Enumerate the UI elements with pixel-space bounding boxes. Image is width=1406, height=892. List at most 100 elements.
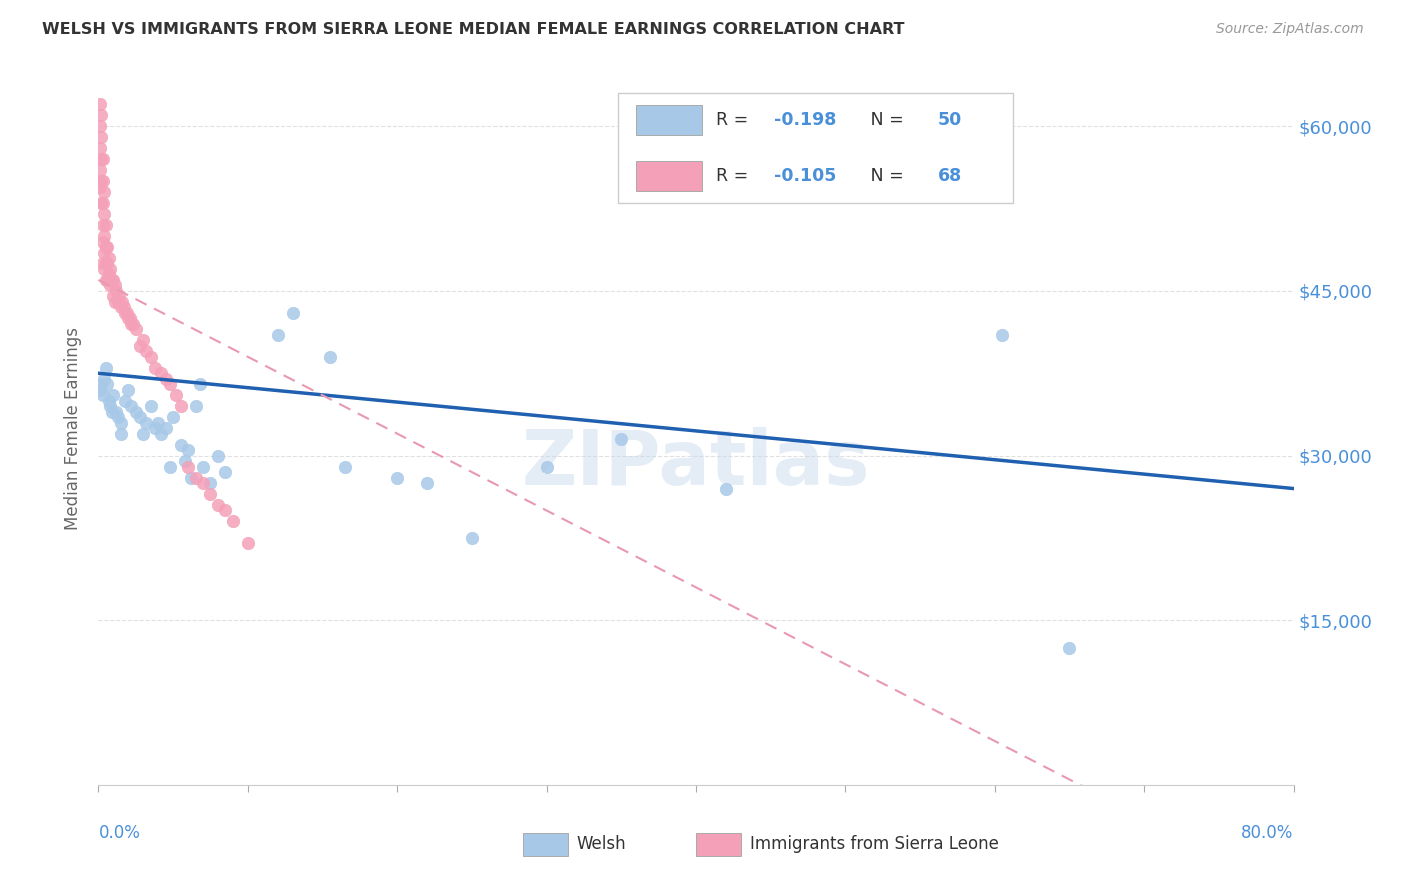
- Point: [118, 311, 141, 326]
- Point: [110, 301, 132, 315]
- Point: [416, 476, 439, 491]
- Point: [125, 405, 148, 419]
- Point: [89, 383, 111, 397]
- Text: 0.0%: 0.0%: [98, 824, 141, 842]
- Point: [191, 459, 214, 474]
- Point: [129, 410, 152, 425]
- Point: [159, 377, 181, 392]
- Point: [101, 405, 124, 419]
- Point: [90, 108, 112, 122]
- Point: [991, 327, 1014, 342]
- Y-axis label: Median Female Earnings: Median Female Earnings: [65, 326, 83, 530]
- Point: [165, 388, 187, 402]
- Point: [150, 426, 173, 441]
- Point: [281, 306, 304, 320]
- Point: [112, 301, 135, 315]
- Point: [120, 399, 142, 413]
- Point: [94, 218, 117, 232]
- Point: [155, 421, 177, 435]
- Text: N =: N =: [853, 167, 908, 185]
- Text: 80.0%: 80.0%: [1241, 824, 1294, 842]
- Point: [93, 229, 115, 244]
- Point: [98, 262, 122, 277]
- Point: [1059, 640, 1081, 655]
- Point: [150, 366, 173, 380]
- Point: [89, 179, 111, 194]
- Point: [207, 498, 229, 512]
- Point: [89, 141, 111, 155]
- Text: Welsh: Welsh: [576, 835, 626, 853]
- Point: [90, 174, 112, 188]
- Point: [155, 372, 177, 386]
- Point: [107, 410, 129, 425]
- Point: [236, 536, 259, 550]
- Point: [96, 377, 118, 392]
- Point: [385, 470, 409, 484]
- Point: [143, 360, 166, 375]
- Text: ZIPatlas: ZIPatlas: [522, 427, 870, 500]
- Point: [104, 294, 127, 309]
- Point: [159, 459, 181, 474]
- Text: 68: 68: [938, 167, 962, 185]
- Point: [188, 377, 211, 392]
- Point: [105, 284, 128, 298]
- Point: [714, 482, 737, 496]
- Point: [96, 273, 118, 287]
- Point: [93, 207, 115, 221]
- Point: [461, 531, 484, 545]
- Point: [115, 306, 138, 320]
- Point: [97, 251, 120, 265]
- Point: [91, 235, 114, 249]
- Text: -0.105: -0.105: [773, 167, 837, 185]
- Point: [536, 459, 558, 474]
- Point: [107, 294, 129, 309]
- Point: [169, 399, 191, 413]
- Point: [110, 416, 132, 430]
- Point: [162, 410, 184, 425]
- Point: [610, 432, 633, 446]
- Point: [105, 405, 128, 419]
- Point: [103, 273, 125, 287]
- Point: [333, 459, 356, 474]
- Point: [174, 454, 197, 468]
- Point: [103, 289, 125, 303]
- Point: [319, 350, 342, 364]
- Point: [117, 311, 139, 326]
- Point: [129, 339, 152, 353]
- Point: [93, 245, 115, 260]
- Point: [101, 273, 124, 287]
- Point: [98, 278, 122, 293]
- Point: [111, 294, 134, 309]
- Point: [93, 262, 115, 277]
- Point: [91, 196, 114, 211]
- Point: [184, 470, 207, 484]
- Point: [214, 465, 236, 479]
- Point: [139, 350, 162, 364]
- Text: N =: N =: [853, 112, 908, 129]
- Point: [90, 196, 112, 211]
- Point: [132, 334, 155, 348]
- Point: [96, 256, 118, 270]
- Point: [108, 289, 131, 303]
- Point: [89, 120, 111, 134]
- Point: [125, 322, 148, 336]
- Point: [91, 174, 114, 188]
- Point: [148, 416, 170, 430]
- Point: [93, 372, 115, 386]
- Point: [94, 360, 117, 375]
- Point: [90, 152, 112, 166]
- Point: [91, 388, 114, 402]
- Point: [184, 399, 207, 413]
- FancyBboxPatch shape: [696, 833, 741, 856]
- Point: [94, 256, 117, 270]
- Point: [98, 399, 122, 413]
- Point: [214, 503, 236, 517]
- Text: Immigrants from Sierra Leone: Immigrants from Sierra Leone: [749, 835, 998, 853]
- Point: [96, 240, 118, 254]
- Text: R =: R =: [716, 112, 754, 129]
- Point: [207, 449, 229, 463]
- Point: [91, 218, 114, 232]
- Text: Source: ZipAtlas.com: Source: ZipAtlas.com: [1216, 22, 1364, 37]
- Point: [90, 377, 112, 392]
- Point: [200, 476, 222, 491]
